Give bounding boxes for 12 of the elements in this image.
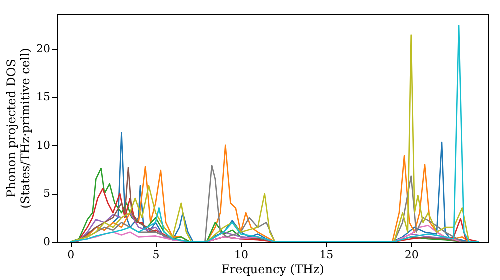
- y-tick-label: 10: [36, 138, 50, 152]
- x-tick-label: 20: [404, 248, 419, 262]
- y-tick-label: 5: [44, 187, 50, 200]
- y-tick-label: 0: [44, 236, 50, 248]
- x-tick-label: 5: [152, 248, 160, 262]
- y-axis-title: Phonon projected DOS (States/THz·primitive cell): [4, 48, 33, 209]
- x-tick-label: 15: [320, 248, 334, 262]
- y-tick-label: 15: [36, 90, 50, 104]
- x-tick-label: 0: [68, 248, 75, 262]
- x-axis-title: Frequency (THz): [222, 262, 324, 276]
- y-tick-label: 20: [36, 42, 50, 56]
- x-tick-label: 10: [234, 248, 248, 262]
